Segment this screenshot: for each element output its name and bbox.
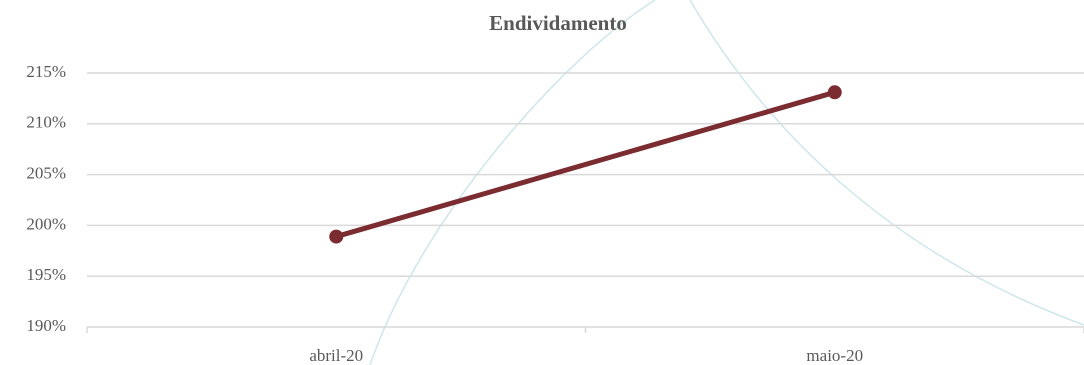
background-decoration (369, 0, 1084, 365)
data-point (329, 229, 344, 244)
y-tick-label: 190% (26, 316, 66, 335)
x-tick-label: abril-20 (309, 346, 363, 365)
y-tick-label: 200% (26, 214, 66, 233)
chart-title: Endividamento (489, 11, 627, 35)
x-tick-label: maio-20 (806, 346, 863, 365)
y-tick-label: 205% (26, 164, 66, 183)
data-point (827, 85, 842, 100)
data-line (335, 89, 836, 239)
y-tick-label: 215% (26, 62, 66, 81)
y-tick-label: 195% (26, 265, 66, 284)
y-tick-label: 210% (26, 113, 66, 132)
